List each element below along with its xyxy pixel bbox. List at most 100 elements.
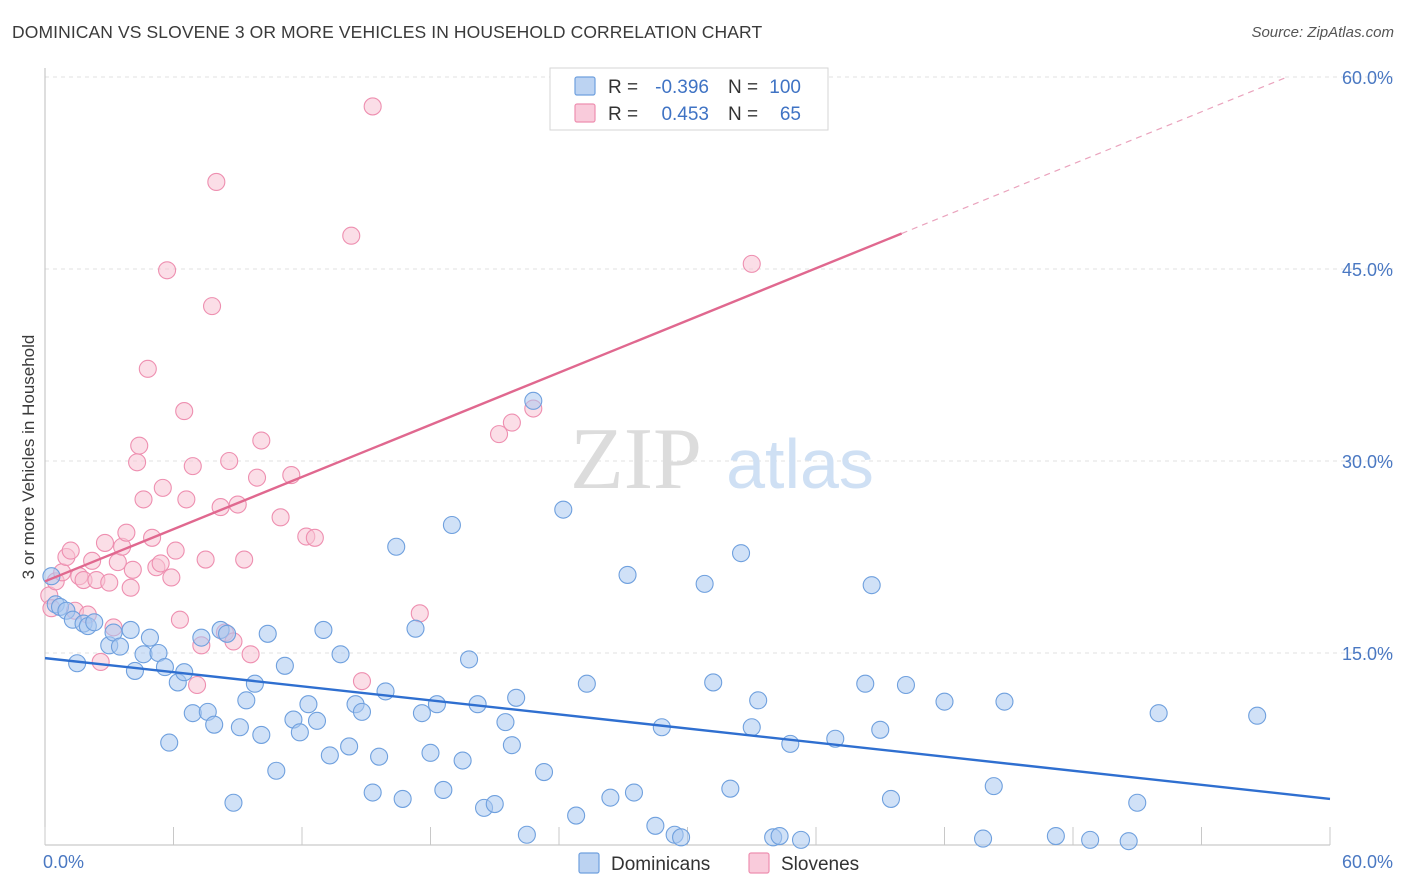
slovene-point	[352, 672, 372, 691]
dominican-point	[453, 751, 472, 770]
grid-lines	[45, 76, 1393, 654]
dominican-point	[577, 674, 596, 693]
dominicans-points	[42, 391, 1267, 851]
slovene-point	[235, 550, 254, 569]
watermark-zip: ZIP	[570, 411, 702, 508]
slovene-point	[207, 172, 226, 192]
chart-title: DOMINICAN VS SLOVENE 3 OR MORE VEHICLES …	[12, 22, 763, 42]
dominican-point	[1149, 704, 1168, 723]
slovene-point	[134, 490, 153, 509]
slovene-point	[502, 413, 521, 432]
dominican-point	[134, 645, 153, 664]
dominican-point	[1248, 706, 1267, 725]
dominican-point	[205, 715, 224, 734]
dominican-point	[192, 628, 211, 647]
dominican-point	[140, 628, 159, 647]
slovenes-points	[40, 97, 761, 695]
slovene-point	[61, 541, 80, 560]
dominican-point	[524, 391, 543, 410]
legend-n-value-1: 100	[769, 77, 801, 98]
slovene-trend-line	[44, 232, 903, 583]
dominican-point	[973, 829, 993, 848]
legend-r-label-2: R =	[608, 104, 638, 125]
slovene-point	[183, 457, 202, 476]
slovene-point	[158, 261, 177, 280]
slovene-point	[489, 425, 509, 444]
bottom-swatch-slovenes	[748, 852, 770, 874]
bottom-legend-slovenes: Slovenes	[781, 854, 859, 875]
dominican-point	[984, 777, 1003, 796]
dominican-point	[183, 704, 202, 723]
slovene-point	[151, 554, 170, 573]
bottom-swatch-dominicans	[578, 852, 600, 874]
dominican-point	[826, 729, 845, 748]
slovene-trend-extension	[901, 76, 1288, 235]
watermark-atlas: atlas	[726, 425, 874, 503]
dominican-point	[370, 747, 389, 766]
dominican-point	[618, 565, 637, 584]
dominican-point	[110, 637, 130, 656]
dominican-point	[749, 691, 768, 710]
dominican-point	[406, 619, 425, 638]
dominican-point	[1119, 832, 1138, 851]
slovene-point	[170, 610, 189, 629]
dominican-point	[320, 746, 339, 765]
dominican-point	[217, 624, 237, 643]
x-ticks	[44, 827, 1331, 845]
slovene-point	[108, 553, 127, 572]
legend-swatch-dominicans	[574, 76, 596, 96]
legend-r-value-2: 0.453	[661, 104, 709, 125]
dominican-point	[731, 544, 751, 563]
y-axis-label: 3 or more Vehicles in Household	[19, 335, 38, 580]
slovene-point	[247, 468, 267, 487]
dominican-point	[1081, 830, 1100, 849]
legend-n-value-2: 65	[780, 104, 801, 125]
dominican-point	[258, 624, 277, 643]
dominican-point	[421, 743, 440, 762]
dominican-point	[881, 789, 901, 808]
slovene-point	[121, 578, 140, 597]
dominican-point	[567, 806, 586, 825]
slovene-point	[177, 490, 196, 509]
y-tick-label-15: 15.0%	[1342, 644, 1393, 664]
slovene-point	[128, 453, 147, 472]
dominican-point	[314, 620, 333, 640]
legend-r-value-1: -0.396	[655, 77, 709, 98]
dominican-point	[290, 723, 309, 742]
legend-r-label-1: R =	[608, 77, 638, 98]
slovene-point	[252, 431, 271, 450]
trend-lines	[44, 76, 1331, 801]
dominican-point	[496, 713, 515, 732]
slovene-point	[271, 508, 290, 527]
dominican-point	[85, 613, 104, 632]
dominican-point	[245, 674, 264, 693]
dominican-point	[624, 783, 644, 802]
slovene-point	[342, 226, 361, 245]
dominican-point	[672, 828, 691, 847]
legend-swatch-slovenes	[574, 103, 596, 123]
dominican-point	[363, 783, 382, 802]
dominican-point	[459, 650, 479, 669]
dominican-point	[275, 656, 294, 675]
dominican-point	[601, 788, 620, 807]
x-tick-label-min: 0.0%	[43, 852, 84, 872]
dominican-point	[554, 500, 573, 519]
slovene-point	[166, 541, 185, 560]
chart-source: Source: ZipAtlas.com	[1251, 24, 1394, 41]
dominican-point	[646, 816, 665, 835]
dominican-point	[237, 691, 256, 710]
slovene-point	[130, 436, 149, 455]
dominican-point	[331, 645, 350, 664]
dominican-point	[387, 537, 406, 556]
dominican-point	[721, 779, 740, 798]
y-tick-label-60: 60.0%	[1342, 68, 1393, 88]
dominican-point	[412, 704, 431, 723]
dominican-point	[230, 718, 249, 737]
dominican-point	[871, 720, 890, 739]
slovene-point	[241, 645, 260, 664]
dominican-point	[160, 733, 179, 752]
watermark: ZIP atlas	[570, 411, 874, 508]
slovene-point	[123, 560, 142, 579]
legend-box	[549, 67, 829, 131]
